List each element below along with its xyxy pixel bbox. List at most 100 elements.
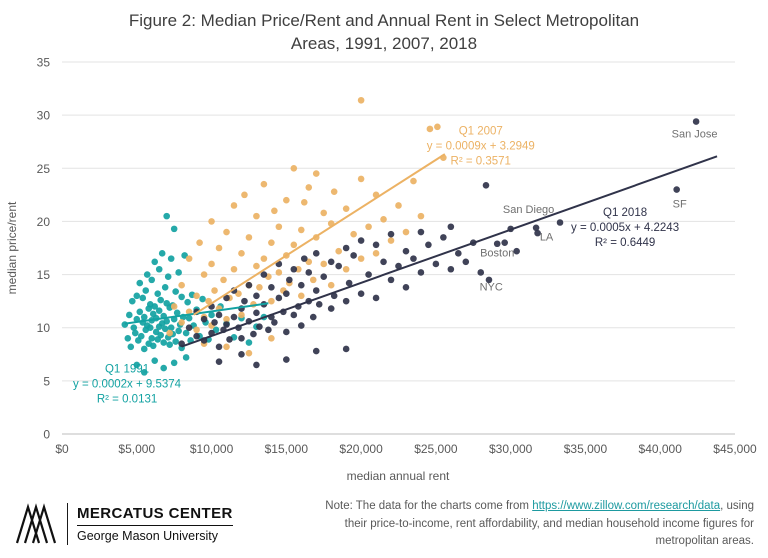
data-point [265, 326, 272, 334]
data-point [167, 324, 175, 331]
data-point [342, 345, 350, 353]
data-point [211, 318, 218, 326]
data-point [268, 334, 275, 342]
x-tick-label: $45,000 [713, 442, 757, 456]
logo-university-name: George Mason University [77, 529, 219, 544]
data-point [185, 324, 193, 331]
data-point [196, 239, 203, 246]
data-point [238, 350, 245, 358]
data-point [253, 292, 260, 300]
data-point [260, 255, 268, 262]
data-point [149, 342, 157, 349]
y-tick-label: 20 [37, 215, 51, 229]
x-tick-label: $5,000 [118, 442, 155, 456]
data-point [493, 240, 501, 247]
data-point [692, 118, 700, 125]
data-point [342, 244, 350, 252]
data-point [365, 223, 372, 230]
data-point [342, 297, 350, 305]
data-point [275, 223, 283, 230]
data-point [485, 276, 493, 284]
data-point [121, 321, 129, 328]
data-point [166, 341, 173, 348]
data-point [161, 283, 169, 291]
data-point [253, 309, 260, 317]
data-point [534, 229, 541, 237]
data-point [290, 265, 298, 273]
data-point [455, 249, 462, 257]
data-point [163, 317, 170, 325]
data-point [345, 279, 353, 287]
data-point [133, 292, 141, 300]
data-point [312, 249, 320, 257]
data-point [357, 175, 365, 183]
data-point [205, 297, 212, 305]
data-point [320, 209, 328, 217]
data-point [126, 311, 133, 319]
data-point [312, 347, 320, 355]
x-tick-label: $20,000 [339, 442, 383, 456]
data-point [297, 281, 305, 289]
data-point [253, 262, 260, 270]
data-point [673, 186, 680, 193]
y-tick-label: 35 [37, 56, 51, 70]
data-point [146, 324, 154, 331]
data-point [166, 329, 173, 337]
city-label: LA [540, 231, 554, 243]
data-point [402, 247, 410, 255]
footer: MERCATUS CENTER George Mason University … [0, 498, 768, 550]
data-point [230, 313, 238, 321]
data-point [215, 358, 223, 365]
data-point [410, 255, 417, 262]
zillow-link[interactable]: https://www.zillow.com/research/data [532, 500, 721, 513]
data-point [178, 281, 185, 289]
equation-annotation: R² = 0.3571 [451, 155, 511, 167]
equation-annotation: Q1 1991 [105, 363, 149, 375]
data-point [184, 298, 191, 306]
data-point [238, 334, 245, 342]
data-point [425, 241, 432, 248]
data-point [260, 180, 268, 188]
data-point [395, 202, 402, 209]
data-point [434, 123, 441, 131]
data-point [513, 247, 520, 255]
data-point [245, 349, 253, 357]
data-point [275, 294, 283, 302]
data-point [155, 307, 163, 314]
data-point [230, 202, 238, 209]
data-point [199, 295, 206, 303]
city-label: Boston [480, 247, 514, 259]
data-point [157, 331, 165, 339]
data-point [158, 249, 166, 257]
city-label: SF [673, 198, 687, 210]
equation-annotation: Q1 2007 [459, 125, 503, 137]
data-point [238, 249, 245, 257]
equation-annotation: R² = 0.6449 [595, 237, 655, 249]
data-point [357, 290, 365, 297]
data-point [350, 252, 357, 259]
data-point [208, 260, 215, 268]
data-point [335, 262, 342, 270]
data-point [250, 330, 257, 338]
data-point [215, 343, 223, 351]
data-point [220, 276, 227, 284]
data-point [245, 281, 253, 289]
data-point [148, 334, 156, 342]
logo-divider [67, 503, 68, 546]
data-point [256, 283, 263, 291]
data-point [151, 357, 159, 364]
mercatus-logo: MERCATUS CENTER George Mason University [14, 502, 233, 546]
data-point [477, 269, 485, 276]
note-prefix: Note: The data for the charts come from [325, 500, 533, 513]
data-point [447, 223, 455, 230]
data-point [426, 125, 434, 133]
data-point [260, 271, 268, 278]
data-point [283, 356, 290, 363]
data-point [357, 237, 365, 244]
y-tick-label: 5 [43, 374, 50, 388]
data-point [175, 269, 182, 276]
data-point [215, 311, 223, 319]
data-point [140, 368, 148, 376]
data-point [283, 196, 290, 204]
